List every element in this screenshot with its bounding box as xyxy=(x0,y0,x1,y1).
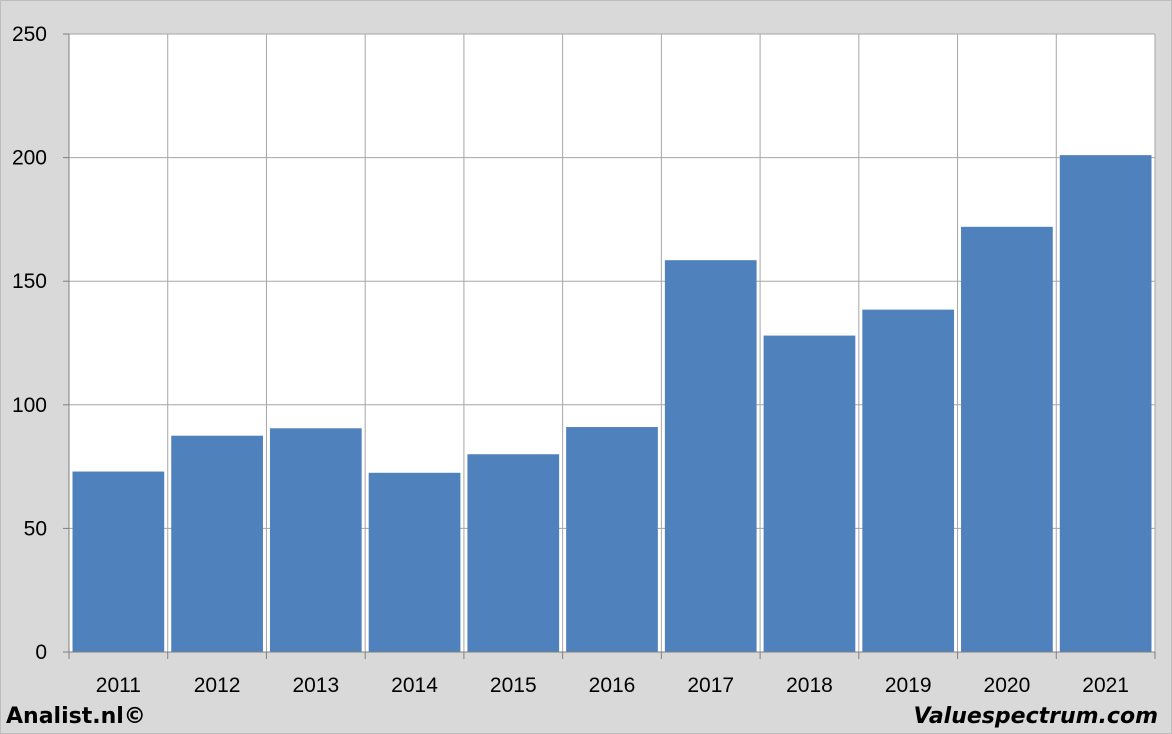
x-tick-label: 2016 xyxy=(589,674,636,697)
bar-chart: 0 50 100 150 200 250 2011 2012 2013 2014 2015 2016… xyxy=(12,23,1156,697)
bar-2014 xyxy=(368,472,461,652)
x-tick-label: 2019 xyxy=(885,674,932,697)
footer-source-right: Valuespectrum.com xyxy=(913,704,1158,729)
x-tick-label: 2013 xyxy=(292,674,339,697)
x-tick-label: 2017 xyxy=(687,674,734,697)
bar-2013 xyxy=(269,428,362,652)
axes xyxy=(63,33,1156,659)
y-tick-label: 250 xyxy=(12,23,47,46)
x-tick-label: 2011 xyxy=(96,674,141,697)
bar-series xyxy=(72,155,1152,653)
y-tick-label: 0 xyxy=(35,641,47,664)
bar-2012 xyxy=(171,435,263,652)
bar-2020 xyxy=(961,226,1053,653)
bar-2019 xyxy=(862,309,955,652)
y-tick-label: 200 xyxy=(12,147,47,170)
x-tick-label: 2014 xyxy=(391,674,438,697)
y-tick-label: 50 xyxy=(24,517,47,540)
y-tick-label: 100 xyxy=(12,394,47,417)
y-tick-label: 150 xyxy=(12,270,47,293)
x-axis-tick-labels: 2011 2012 2013 2014 2015 2016 2017 2018 2019 2020… xyxy=(96,674,1129,697)
bar-2021 xyxy=(1059,155,1152,653)
bar-2017 xyxy=(664,260,757,652)
bar-2011 xyxy=(72,471,165,652)
bar-2016 xyxy=(566,427,658,652)
x-tick-label: 2020 xyxy=(984,674,1031,697)
bar-2015 xyxy=(467,454,560,652)
x-tick-label: 2021 xyxy=(1082,674,1129,697)
y-axis-tick-labels: 0 50 100 150 200 250 xyxy=(12,23,47,664)
x-tick-label: 2015 xyxy=(490,674,537,697)
bar-2018 xyxy=(763,335,856,652)
x-tick-label: 2012 xyxy=(194,674,241,697)
footer-source-left: Analist.nl© xyxy=(6,704,146,729)
x-tick-label: 2018 xyxy=(786,674,833,697)
